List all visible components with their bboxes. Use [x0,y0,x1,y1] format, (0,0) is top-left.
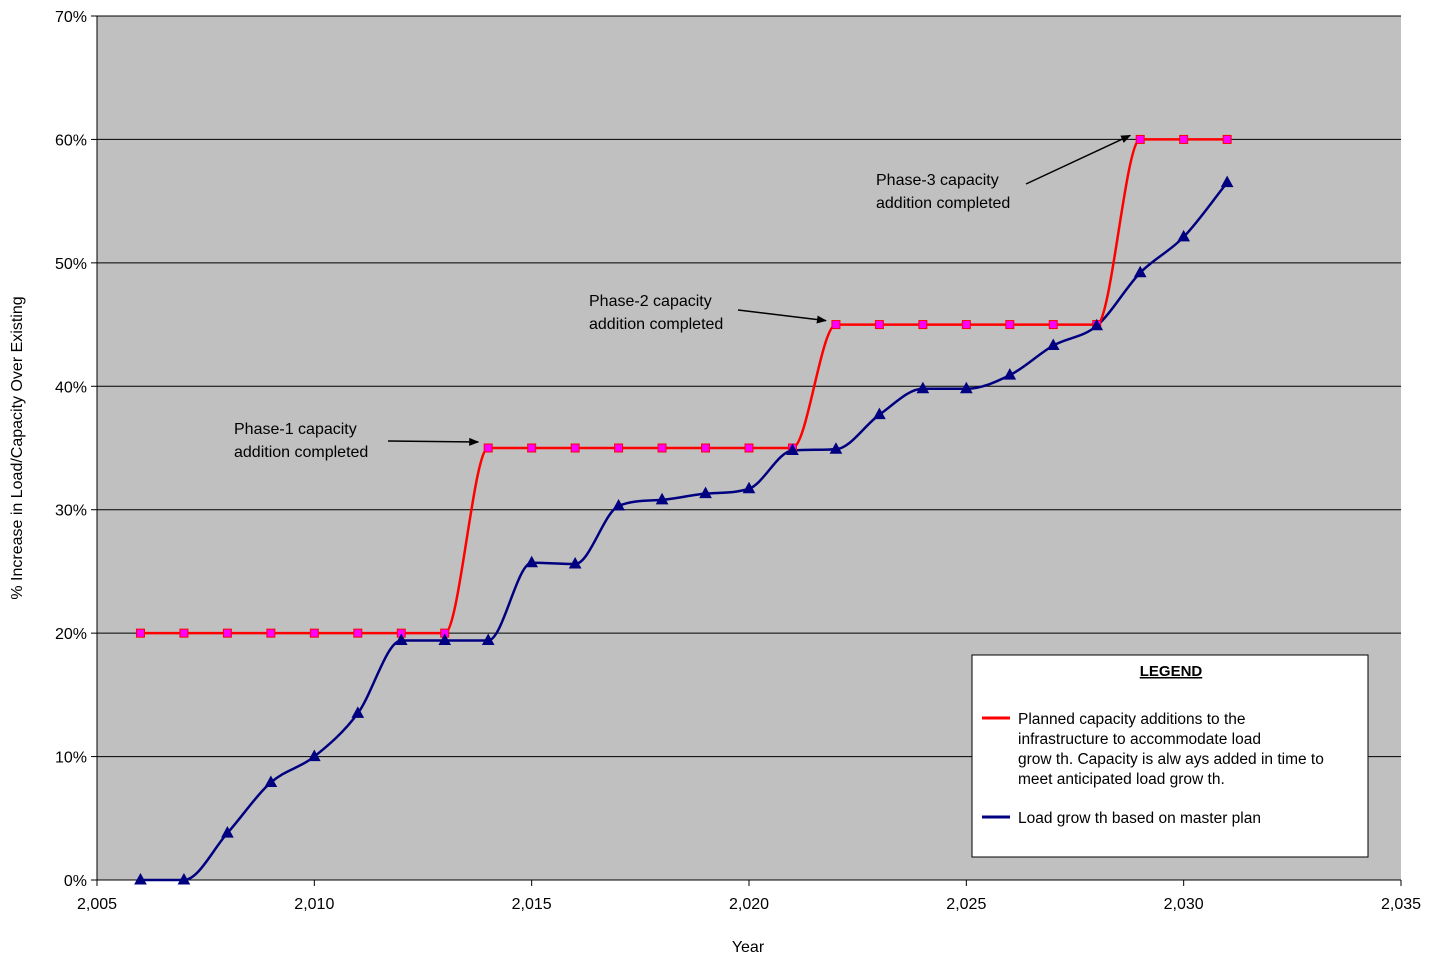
data-point-capacity [1223,135,1231,143]
y-axis-title: % Increase in Load/Capacity Over Existin… [9,296,26,599]
legend-entry-text: Planned capacity additions to the [1018,711,1246,728]
data-point-capacity [136,629,144,637]
annotation-arrow [388,441,478,442]
data-point-capacity [484,444,492,452]
y-tick-label: 10% [55,750,87,767]
annotation-text: Phase-3 capacity [876,172,999,189]
x-tick-label: 2,010 [294,896,334,913]
data-point-capacity [1049,321,1057,329]
data-point-capacity [875,321,883,329]
y-tick-label: 40% [55,379,87,396]
data-point-capacity [702,444,710,452]
x-axis-title: Year [732,939,765,956]
annotation-text: addition completed [876,195,1010,212]
data-point-capacity [180,629,188,637]
x-tick-label: 2,020 [729,896,769,913]
data-point-capacity [962,321,970,329]
annotation-text: Phase-1 capacity [234,421,357,438]
data-point-capacity [1136,135,1144,143]
data-point-capacity [615,444,623,452]
annotation-text: addition completed [234,444,368,461]
y-tick-label: 30% [55,503,87,520]
x-tick-label: 2,025 [946,896,986,913]
x-tick-label: 2,035 [1381,896,1421,913]
data-point-capacity [528,444,536,452]
data-point-capacity [1006,321,1014,329]
x-tick-label: 2,030 [1164,896,1204,913]
x-tick-label: 2,015 [512,896,552,913]
annotation-text: addition completed [589,316,723,333]
data-point-capacity [354,629,362,637]
legend-title: LEGEND [1140,663,1203,680]
data-point-capacity [223,629,231,637]
data-point-capacity [310,629,318,637]
data-point-capacity [745,444,753,452]
data-point-capacity [658,444,666,452]
y-tick-label: 20% [55,626,87,643]
legend-entry-text: infrastructure to accommodate load [1018,731,1261,748]
y-tick-label: 50% [55,256,87,273]
data-point-capacity [571,444,579,452]
legend-entry-text: meet anticipated load grow th. [1018,771,1225,788]
y-tick-label: 60% [55,132,87,149]
y-tick-label: 0% [64,873,87,890]
x-tick-label: 2,005 [77,896,117,913]
legend-entry-text: Load grow th based on master plan [1018,810,1261,827]
data-point-capacity [832,321,840,329]
legend-entry-text: grow th. Capacity is alw ays added in ti… [1018,751,1324,768]
data-point-capacity [267,629,275,637]
annotation-text: Phase-2 capacity [589,293,712,310]
data-point-capacity [919,321,927,329]
data-point-capacity [1180,135,1188,143]
y-tick-label: 70% [55,9,87,26]
